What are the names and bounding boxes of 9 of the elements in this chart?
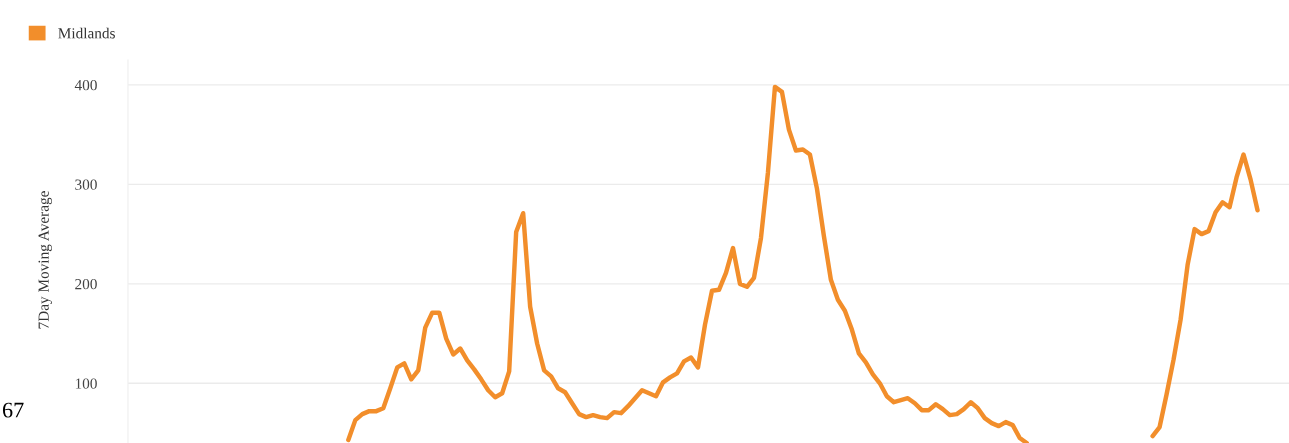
line-series <box>1150 152 1260 439</box>
line-series <box>346 84 1029 443</box>
y-axis-title: 7Day Moving Average <box>38 191 52 329</box>
y-tick-label: 100 <box>75 378 97 389</box>
legend-label: Midlands <box>58 27 115 39</box>
y-tick-label: 300 <box>75 179 97 190</box>
y-tick-label: 200 <box>75 278 97 290</box>
y-tick-label: 400 <box>74 80 97 91</box>
text: 67 <box>2 402 24 418</box>
